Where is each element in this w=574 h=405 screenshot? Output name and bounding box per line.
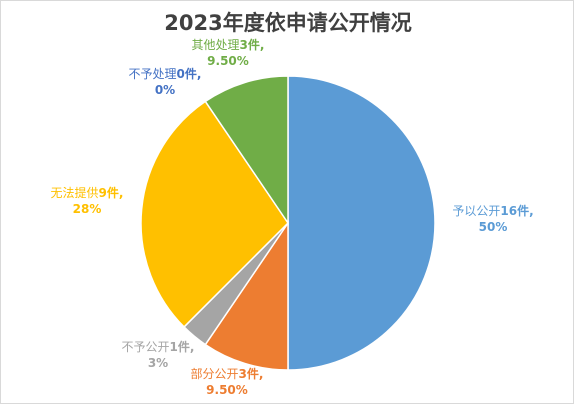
- data-label-count: 9件,: [99, 185, 124, 200]
- data-label-count: 3件,: [240, 37, 265, 52]
- data-label-4: 无法提供9件, 28%: [51, 185, 124, 216]
- data-label-name: 不予公开: [122, 340, 170, 354]
- pie-slice-1: [287, 75, 436, 371]
- pie-slice-2: [204, 220, 289, 371]
- data-label-percent: 9.50%: [206, 383, 248, 397]
- data-label-name: 部分公开: [191, 366, 239, 381]
- data-label-name: 不予处理: [129, 67, 177, 81]
- data-label-percent: 50%: [479, 220, 508, 234]
- data-label-count: 3件,: [239, 366, 264, 381]
- data-label-count: 0件,: [177, 66, 202, 81]
- pie-slice-4: [140, 100, 289, 329]
- pie-slice-6: [204, 75, 289, 226]
- data-label-5: 不予处理0件, 0%: [129, 66, 202, 97]
- data-label-percent: 9.50%: [207, 54, 249, 68]
- data-label-percent: 3%: [148, 356, 168, 370]
- data-label-percent: 0%: [155, 83, 175, 97]
- data-label-count: 1件,: [170, 339, 195, 354]
- data-label-name: 无法提供: [51, 185, 99, 200]
- data-label-name: 其他处理: [192, 38, 240, 52]
- data-label-count: 16件,: [500, 203, 533, 218]
- data-label-6: 其他处理3件, 9.50%: [192, 37, 265, 68]
- data-label-2: 部分公开3件, 9.50%: [191, 366, 264, 397]
- data-label-1: 予以公开16件, 50%: [452, 203, 533, 234]
- data-label-percent: 28%: [73, 202, 102, 216]
- data-label-name: 予以公开: [452, 204, 500, 218]
- data-label-3: 不予公开1件, 3%: [122, 339, 195, 370]
- chart-title: 2023年度依申请公开情况: [164, 11, 412, 35]
